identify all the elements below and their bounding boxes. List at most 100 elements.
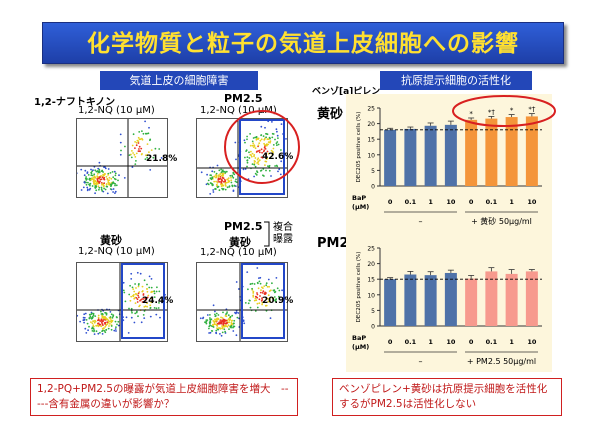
panel4-percentage: 20.9% (262, 296, 294, 306)
cell-event (265, 160, 268, 163)
cell-event (84, 327, 87, 330)
cell-event (102, 171, 104, 173)
cell-event (264, 126, 266, 129)
panel4-compound2-label: 黄砂 (229, 236, 251, 249)
cell-event (132, 152, 134, 154)
cell-event (140, 147, 143, 150)
cell-event (230, 326, 232, 329)
chart2-bar (384, 279, 397, 326)
cell-event (141, 285, 144, 288)
cell-event (133, 321, 136, 324)
cell-event (144, 299, 147, 301)
cell-event (100, 313, 103, 315)
cell-event (246, 271, 249, 273)
cell-event (134, 147, 136, 149)
cell-event (276, 165, 279, 168)
cell-event (110, 325, 113, 327)
cell-event (157, 307, 160, 309)
cell-event (209, 331, 212, 334)
cell-event (91, 177, 93, 179)
cell-event (137, 315, 139, 318)
cell-event (159, 316, 161, 319)
cell-event (97, 180, 99, 183)
cell-event (205, 322, 208, 325)
cell-event (265, 143, 268, 145)
cell-event (230, 176, 232, 179)
chart1-y-tick-label: 15 (367, 137, 375, 144)
cell-event (146, 290, 149, 293)
flow-plot-3-cells (76, 271, 168, 335)
chart2-y-tick-label: 15 (367, 277, 375, 284)
cell-event (105, 324, 107, 327)
cell-event (144, 300, 146, 303)
cell-event (150, 297, 152, 300)
cell-event (253, 162, 256, 164)
cell-event (85, 183, 88, 186)
cell-event (264, 164, 266, 166)
cell-event (230, 325, 233, 327)
cell-event (247, 302, 250, 305)
cell-event (94, 319, 96, 322)
cell-event (114, 174, 117, 177)
cell-event (113, 177, 116, 180)
cell-event (228, 185, 231, 188)
cell-event (97, 316, 100, 319)
cell-event (265, 154, 267, 157)
cell-event (154, 147, 157, 150)
cell-event (243, 322, 246, 325)
cell-event (96, 173, 99, 175)
cell-event (100, 188, 103, 191)
cell-event (267, 138, 270, 141)
flow-plot-4-highlight-box (241, 263, 285, 339)
cell-event (254, 147, 257, 150)
cell-event (222, 311, 224, 314)
chart1-dose-label: 0.1 (405, 198, 417, 206)
cell-event (231, 185, 234, 188)
cell-event (254, 136, 256, 139)
cell-event (258, 298, 261, 301)
flow-plot-3-svg (76, 262, 168, 342)
cell-event (256, 302, 259, 305)
cell-event (88, 325, 90, 328)
chart2-bar (424, 275, 437, 326)
cell-event (104, 325, 107, 328)
cell-event (89, 182, 92, 185)
panel4-dose-label: 1,2-NQ (10 µM) (200, 247, 277, 258)
cell-event (101, 189, 103, 192)
cell-event (123, 291, 126, 294)
cell-event (214, 188, 216, 190)
cell-event (228, 328, 230, 330)
cell-event (209, 320, 212, 322)
flow-plot-2-svg (196, 118, 288, 198)
chart2-y-label: DEC205 positive cells (%) (356, 252, 362, 323)
cell-event (256, 158, 259, 161)
cell-event (127, 332, 130, 334)
cell-event (143, 279, 146, 282)
cell-event (138, 291, 141, 293)
cell-event (136, 139, 139, 142)
cell-event (212, 324, 214, 327)
cell-event (135, 311, 138, 314)
cell-event (264, 148, 267, 150)
cell-event (106, 192, 109, 195)
cell-event (137, 296, 140, 299)
cell-event (230, 320, 233, 322)
cell-event (130, 278, 133, 280)
cell-event (102, 324, 104, 326)
cell-event (91, 330, 94, 332)
cell-event (117, 324, 120, 327)
cell-event (96, 175, 99, 178)
cell-event (137, 285, 140, 288)
cell-event (263, 175, 265, 177)
cell-event (108, 176, 111, 179)
cell-event (249, 133, 251, 135)
cell-event (249, 283, 252, 285)
cell-event (215, 180, 217, 183)
cell-event (105, 318, 107, 320)
cell-event (249, 153, 252, 156)
cell-event (229, 174, 232, 177)
cell-event (140, 153, 143, 156)
cell-event (231, 322, 234, 325)
cell-event (208, 332, 210, 334)
cell-event (276, 130, 278, 133)
